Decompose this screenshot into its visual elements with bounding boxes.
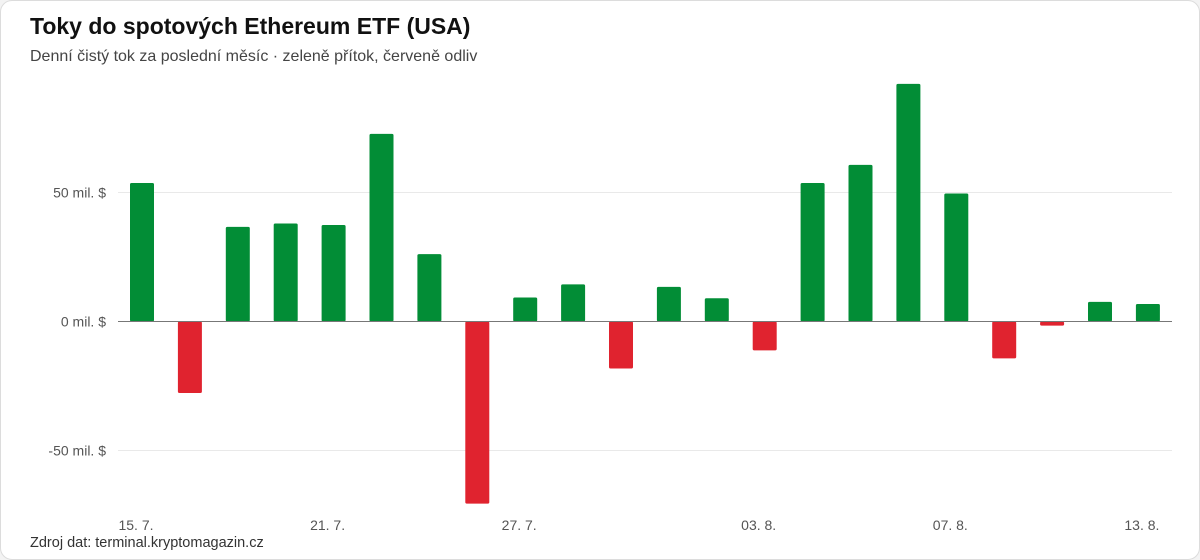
inflow-bar [321,225,346,322]
inflow-bar [1088,301,1112,322]
x-tick-label: 27. 7. [502,517,537,533]
y-tick-label: -50 mil. $ [48,443,106,459]
inflow-bar [896,83,921,322]
inflow-bar [944,193,969,322]
inflow-bar [704,298,729,322]
inflow-bar [656,286,681,322]
grid-lines [118,192,1172,451]
outflow-bar [609,321,633,369]
x-tick-label: 15. 7. [118,517,153,533]
inflow-bar [417,254,442,322]
inflow-bar [513,297,538,322]
outflow-bar [465,321,490,504]
data-source: Zdroj dat: terminal.kryptomagazin.cz [30,535,264,551]
inflow-bar [369,133,394,322]
inflow-bar [561,284,586,322]
x-tick-label: 03. 8. [741,517,776,533]
bars [130,83,1160,504]
chart-title: Toky do spotových Ethereum ETF (USA) [30,13,471,39]
axes: 50 mil. $ 0 mil. $ -50 mil. $ 15. 7. 21. 7. 2… [48,185,1172,533]
x-tick-label: 21. 7. [310,517,345,533]
inflow-bar [1135,303,1160,322]
inflow-bar [800,182,825,322]
chart-subtitle: Denní čistý tok za poslední měsíc · zele… [30,48,478,65]
y-tick-label: 0 mil. $ [61,314,106,330]
outflow-bar [177,321,202,393]
outflow-bar [1040,321,1065,326]
inflow-bar [848,164,873,322]
outflow-bar [752,321,777,351]
x-tick-label: 07. 8. [933,517,968,533]
inflow-bar [273,223,298,322]
y-tick-label: 50 mil. $ [53,185,106,201]
inflow-bar [225,226,250,322]
x-tick-label: 13. 8. [1124,517,1159,533]
outflow-bar [992,321,1017,359]
inflow-bar [130,182,154,322]
